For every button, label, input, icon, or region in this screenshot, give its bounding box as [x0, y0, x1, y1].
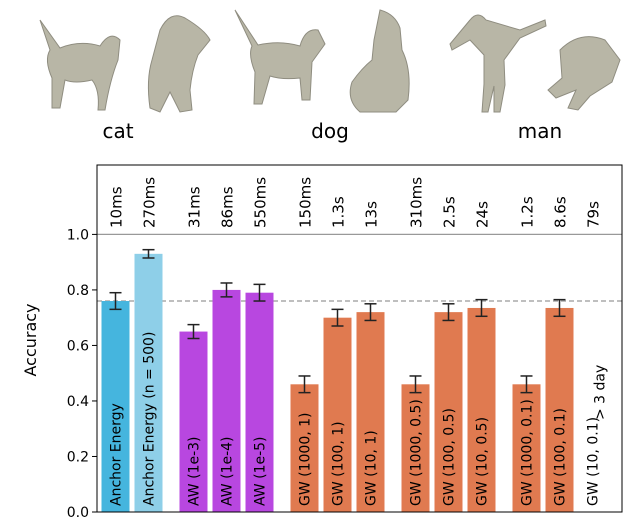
bar: [356, 312, 385, 512]
category-label: GW (10, 0.5): [475, 417, 491, 506]
time-label: 86ms: [219, 186, 237, 228]
bar: [290, 384, 319, 512]
error-bar: [331, 308, 344, 327]
category-label: Anchor Energy: [109, 403, 125, 506]
time-label: 31ms: [186, 186, 204, 228]
bar: [545, 307, 574, 512]
time-label: 310ms: [408, 177, 426, 228]
shape-renders: [39, 9, 621, 113]
error-bar: [475, 298, 488, 318]
error-bar: [253, 283, 266, 302]
category-label: GW (100, 0.5): [442, 408, 458, 506]
y-tick-label: 0.2: [67, 449, 89, 465]
y-tick-label: 0.0: [67, 505, 89, 518]
time-label: 550ms: [252, 177, 270, 228]
y-axis-label: Accuracy: [21, 303, 40, 376]
time-label: 1.3s: [330, 196, 348, 228]
time-label: 13s: [363, 201, 381, 228]
category-label: GW (10, 1): [364, 430, 380, 506]
time-label: 79s: [585, 201, 603, 228]
error-bar: [298, 375, 311, 394]
time-label: 150ms: [297, 177, 315, 228]
category-label: GW (100, 1): [331, 421, 347, 506]
time-label: 270ms: [141, 177, 159, 228]
bar: [179, 331, 208, 512]
error-bar: [142, 248, 155, 259]
bar: [245, 292, 274, 512]
category-label: GW (1000, 1): [298, 412, 314, 506]
plot-frame: [96, 164, 623, 513]
category-label: Anchor Energy (n = 500): [142, 332, 158, 506]
category-label: GW (100, 0.1): [553, 408, 569, 506]
error-bar: [187, 323, 200, 340]
shape-label: dog: [311, 119, 349, 143]
time-label: 24s: [474, 201, 492, 228]
man-shape-1: [449, 14, 547, 113]
shape-label: man: [518, 119, 562, 143]
time-label: 2.5s: [441, 196, 459, 228]
bar: [323, 317, 352, 512]
error-bar: [442, 303, 455, 322]
y-tick-label: 1.0: [67, 227, 89, 243]
error-bar: [364, 303, 377, 322]
error-bar: [409, 375, 422, 394]
man-shape-2: [547, 36, 621, 111]
error-bar: [553, 298, 566, 318]
bar: [134, 253, 163, 512]
dog-shape-1: [234, 9, 326, 105]
y-tick-label: 0.6: [67, 338, 89, 354]
y-tick-label: 0.8: [67, 283, 89, 299]
category-label: GW (1000, 0.1): [520, 399, 536, 506]
bar: [212, 289, 241, 512]
bar: [434, 312, 463, 512]
bar: [101, 301, 130, 512]
cat-shape-1: [39, 19, 121, 111]
category-label: GW (1000, 0.5): [409, 399, 425, 506]
shape-label: cat: [102, 119, 133, 143]
category-label: GW (10, 0.1): [586, 417, 602, 506]
cat-shape-2: [147, 15, 211, 113]
no-data-label: > 3 day: [593, 365, 609, 420]
error-bar: [220, 282, 233, 298]
bar: [401, 384, 430, 512]
dog-shape-2: [349, 9, 410, 113]
category-label: AW (1e-4): [220, 436, 236, 506]
category-label: AW (1e-5): [253, 436, 269, 506]
y-tick-label: 0.4: [67, 394, 89, 410]
time-label: 10ms: [108, 186, 126, 228]
time-label: 1.2s: [519, 196, 537, 228]
error-bar: [520, 375, 533, 394]
time-label: 8.6s: [552, 196, 570, 228]
category-label: AW (1e-3): [187, 436, 203, 506]
bar: [512, 384, 541, 512]
bar: [467, 307, 496, 512]
error-bar: [109, 291, 122, 311]
